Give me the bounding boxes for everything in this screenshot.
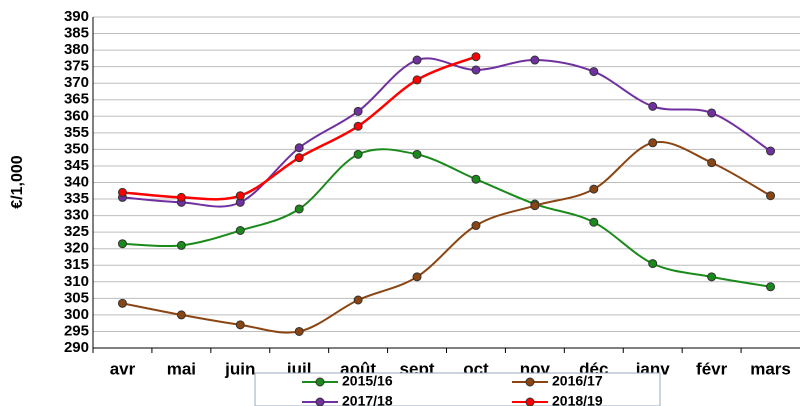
y-tick-label: 335 <box>64 190 89 207</box>
y-tick-label: 375 <box>64 58 89 75</box>
data-point <box>412 272 422 282</box>
y-tick-label: 310 <box>64 273 89 290</box>
legend-label: 2016/17 <box>552 373 603 389</box>
data-point <box>707 272 717 282</box>
y-tick-label: 390 <box>64 8 89 25</box>
data-point <box>530 201 540 211</box>
x-tick-label: mars <box>750 359 791 378</box>
data-point <box>176 192 186 202</box>
data-point <box>412 149 422 159</box>
data-point <box>412 75 422 85</box>
data-point <box>235 225 245 235</box>
data-point <box>353 295 363 305</box>
data-point <box>294 143 304 153</box>
y-tick-label: 295 <box>64 322 89 339</box>
data-point <box>471 52 481 62</box>
data-point <box>766 146 776 156</box>
y-tick-label: 315 <box>64 256 89 273</box>
y-tick-label: 370 <box>64 74 89 91</box>
data-point <box>648 101 658 111</box>
legend-marker <box>525 397 535 406</box>
legend-marker <box>525 377 535 387</box>
y-tick-label: 305 <box>64 289 89 306</box>
series-line <box>122 148 771 288</box>
legend-marker <box>315 397 325 406</box>
y-axis-label: €/1,000 <box>9 155 26 208</box>
legend-label: 2017/18 <box>342 393 393 406</box>
data-point <box>471 221 481 231</box>
data-point <box>707 158 717 168</box>
data-point <box>235 191 245 201</box>
data-point <box>766 191 776 201</box>
legend-label: 2018/19 <box>552 393 603 406</box>
data-point <box>294 204 304 214</box>
data-point <box>353 106 363 116</box>
data-point <box>589 67 599 77</box>
data-point <box>235 320 245 330</box>
data-point <box>707 108 717 118</box>
data-point <box>766 282 776 292</box>
data-point <box>530 55 540 65</box>
y-tick-label: 300 <box>64 306 89 323</box>
y-tick-label: 355 <box>64 124 89 141</box>
x-tick-label: févr <box>696 359 728 378</box>
x-tick-label: juin <box>224 359 255 378</box>
y-tick-label: 330 <box>64 207 89 224</box>
data-point <box>648 259 658 269</box>
y-tick-label: 385 <box>64 25 89 42</box>
data-point <box>471 174 481 184</box>
data-point <box>471 65 481 75</box>
data-point <box>353 149 363 159</box>
data-point <box>648 138 658 148</box>
data-point <box>353 121 363 131</box>
y-tick-label: 365 <box>64 91 89 108</box>
y-tick-label: 290 <box>64 339 89 356</box>
data-point <box>294 153 304 163</box>
data-point <box>117 298 127 308</box>
data-point <box>294 326 304 336</box>
y-tick-label: 345 <box>64 157 89 174</box>
data-point <box>117 187 127 197</box>
legend-label: 2015/16 <box>342 373 393 389</box>
legend-marker <box>315 377 325 387</box>
series-line <box>122 55 477 201</box>
x-tick-label: avr <box>110 359 136 378</box>
data-point <box>412 55 422 65</box>
y-tick-label: 320 <box>64 240 89 257</box>
data-point <box>117 239 127 249</box>
y-tick-label: 340 <box>64 173 89 190</box>
data-point <box>589 184 599 194</box>
y-tick-label: 380 <box>64 41 89 58</box>
y-tick-label: 350 <box>64 140 89 157</box>
data-point <box>589 217 599 227</box>
data-point <box>176 310 186 320</box>
data-point <box>176 240 186 250</box>
y-tick-label: 360 <box>64 107 89 124</box>
y-tick-label: 325 <box>64 223 89 240</box>
x-tick-label: mai <box>167 359 196 378</box>
